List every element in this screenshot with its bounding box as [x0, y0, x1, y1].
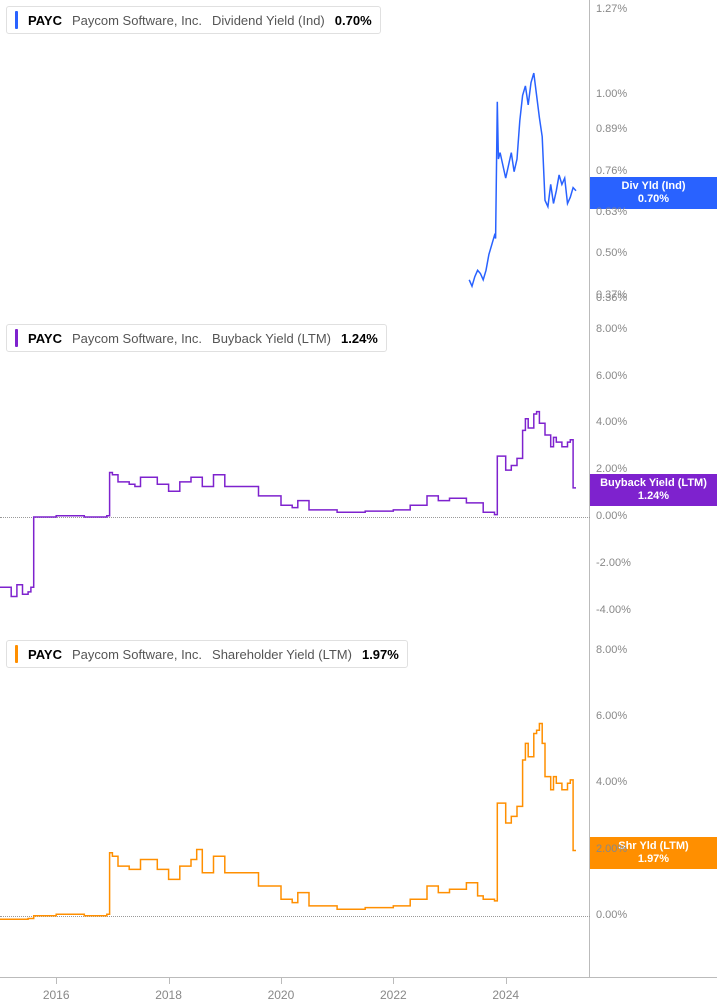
tag-label: Div Yld (Ind)	[596, 180, 711, 193]
x-tick-label: 2024	[492, 988, 519, 1002]
y-tick-label: 6.00%	[596, 370, 627, 382]
value-tag: Buyback Yield (LTM) 1.24%	[590, 474, 717, 506]
tag-value: 1.24%	[596, 490, 711, 503]
line-series	[0, 0, 590, 318]
ticker-symbol: PAYC	[28, 13, 62, 28]
plot-area[interactable]	[0, 634, 590, 977]
series-color-icon	[15, 329, 18, 347]
panel-header[interactable]: PAYC Paycom Software, Inc. Dividend Yiel…	[6, 6, 381, 34]
y-tick-label: 1.00%	[596, 88, 627, 100]
line-series	[0, 634, 590, 949]
x-tick-label: 2016	[43, 988, 70, 1002]
series-color-icon	[15, 645, 18, 663]
ticker-symbol: PAYC	[28, 331, 62, 346]
panel-header[interactable]: PAYC Paycom Software, Inc. Buyback Yield…	[6, 324, 387, 352]
y-axis: Shr Yld (LTM) 1.97% 0.00%2.00%4.00%6.00%…	[590, 634, 717, 977]
y-tick-label: 0.50%	[596, 247, 627, 259]
plot-area[interactable]	[0, 0, 590, 318]
panel-header[interactable]: PAYC Paycom Software, Inc. Shareholder Y…	[6, 640, 408, 668]
metric-value: 1.97%	[362, 647, 399, 662]
y-tick-label: 2.00%	[596, 843, 627, 855]
y-axis: Buyback Yield (LTM) 1.24% -4.00% -2.00% 0.…	[590, 318, 717, 634]
y-tick-label: 0.63%	[596, 206, 627, 218]
metric-value: 0.70%	[335, 13, 372, 28]
company-name: Paycom Software, Inc.	[72, 647, 202, 662]
series-color-icon	[15, 11, 18, 29]
panel-buyback-yield: PAYC Paycom Software, Inc. Buyback Yield…	[0, 318, 717, 634]
financial-chart-stack: PAYC Paycom Software, Inc. Dividend Yiel…	[0, 0, 717, 1005]
y-tick-label: 6.00%	[596, 710, 627, 722]
tag-value: 1.97%	[596, 853, 711, 866]
y-tick-label: 0.00%	[596, 909, 627, 921]
tag-label: Buyback Yield (LTM)	[596, 477, 711, 490]
y-tick-label: -4.00%	[596, 604, 631, 616]
y-tick-label: 0.00%	[596, 510, 627, 522]
y-tick-label: 4.00%	[596, 416, 627, 428]
y-tick-label: 4.00%	[596, 776, 627, 788]
y-tick-label: 0.37%	[596, 289, 627, 301]
tag-value: 0.70%	[596, 193, 711, 206]
x-tick-label: 2022	[380, 988, 407, 1002]
metric-name: Shareholder Yield (LTM)	[212, 647, 352, 662]
metric-value: 1.24%	[341, 331, 378, 346]
y-tick-label: 8.00%	[596, 644, 627, 656]
x-tick-label: 2018	[155, 988, 182, 1002]
line-series	[0, 318, 590, 634]
y-tick-label: 0.76%	[596, 165, 627, 177]
metric-name: Dividend Yield (Ind)	[212, 13, 325, 28]
y-tick-label: 8.00%	[596, 323, 627, 335]
x-axis: 2016 2018 2020 2022 2024	[0, 977, 717, 1005]
x-tick-label: 2020	[268, 988, 295, 1002]
y-tick-label: 0.89%	[596, 123, 627, 135]
metric-name: Buyback Yield (LTM)	[212, 331, 331, 346]
company-name: Paycom Software, Inc.	[72, 331, 202, 346]
y-tick-label: -2.00%	[596, 557, 631, 569]
panel-shareholder-yield: PAYC Paycom Software, Inc. Shareholder Y…	[0, 634, 717, 977]
y-axis: Div Yld (Ind) 0.70% 0.36%0.37%0.50%0.63%…	[590, 0, 717, 318]
company-name: Paycom Software, Inc.	[72, 13, 202, 28]
panel-dividend-yield: PAYC Paycom Software, Inc. Dividend Yiel…	[0, 0, 717, 318]
ticker-symbol: PAYC	[28, 647, 62, 662]
plot-area[interactable]	[0, 318, 590, 634]
y-tick-label: 1.27%	[596, 3, 627, 15]
value-tag: Div Yld (Ind) 0.70%	[590, 177, 717, 209]
y-tick-label: 2.00%	[596, 463, 627, 475]
